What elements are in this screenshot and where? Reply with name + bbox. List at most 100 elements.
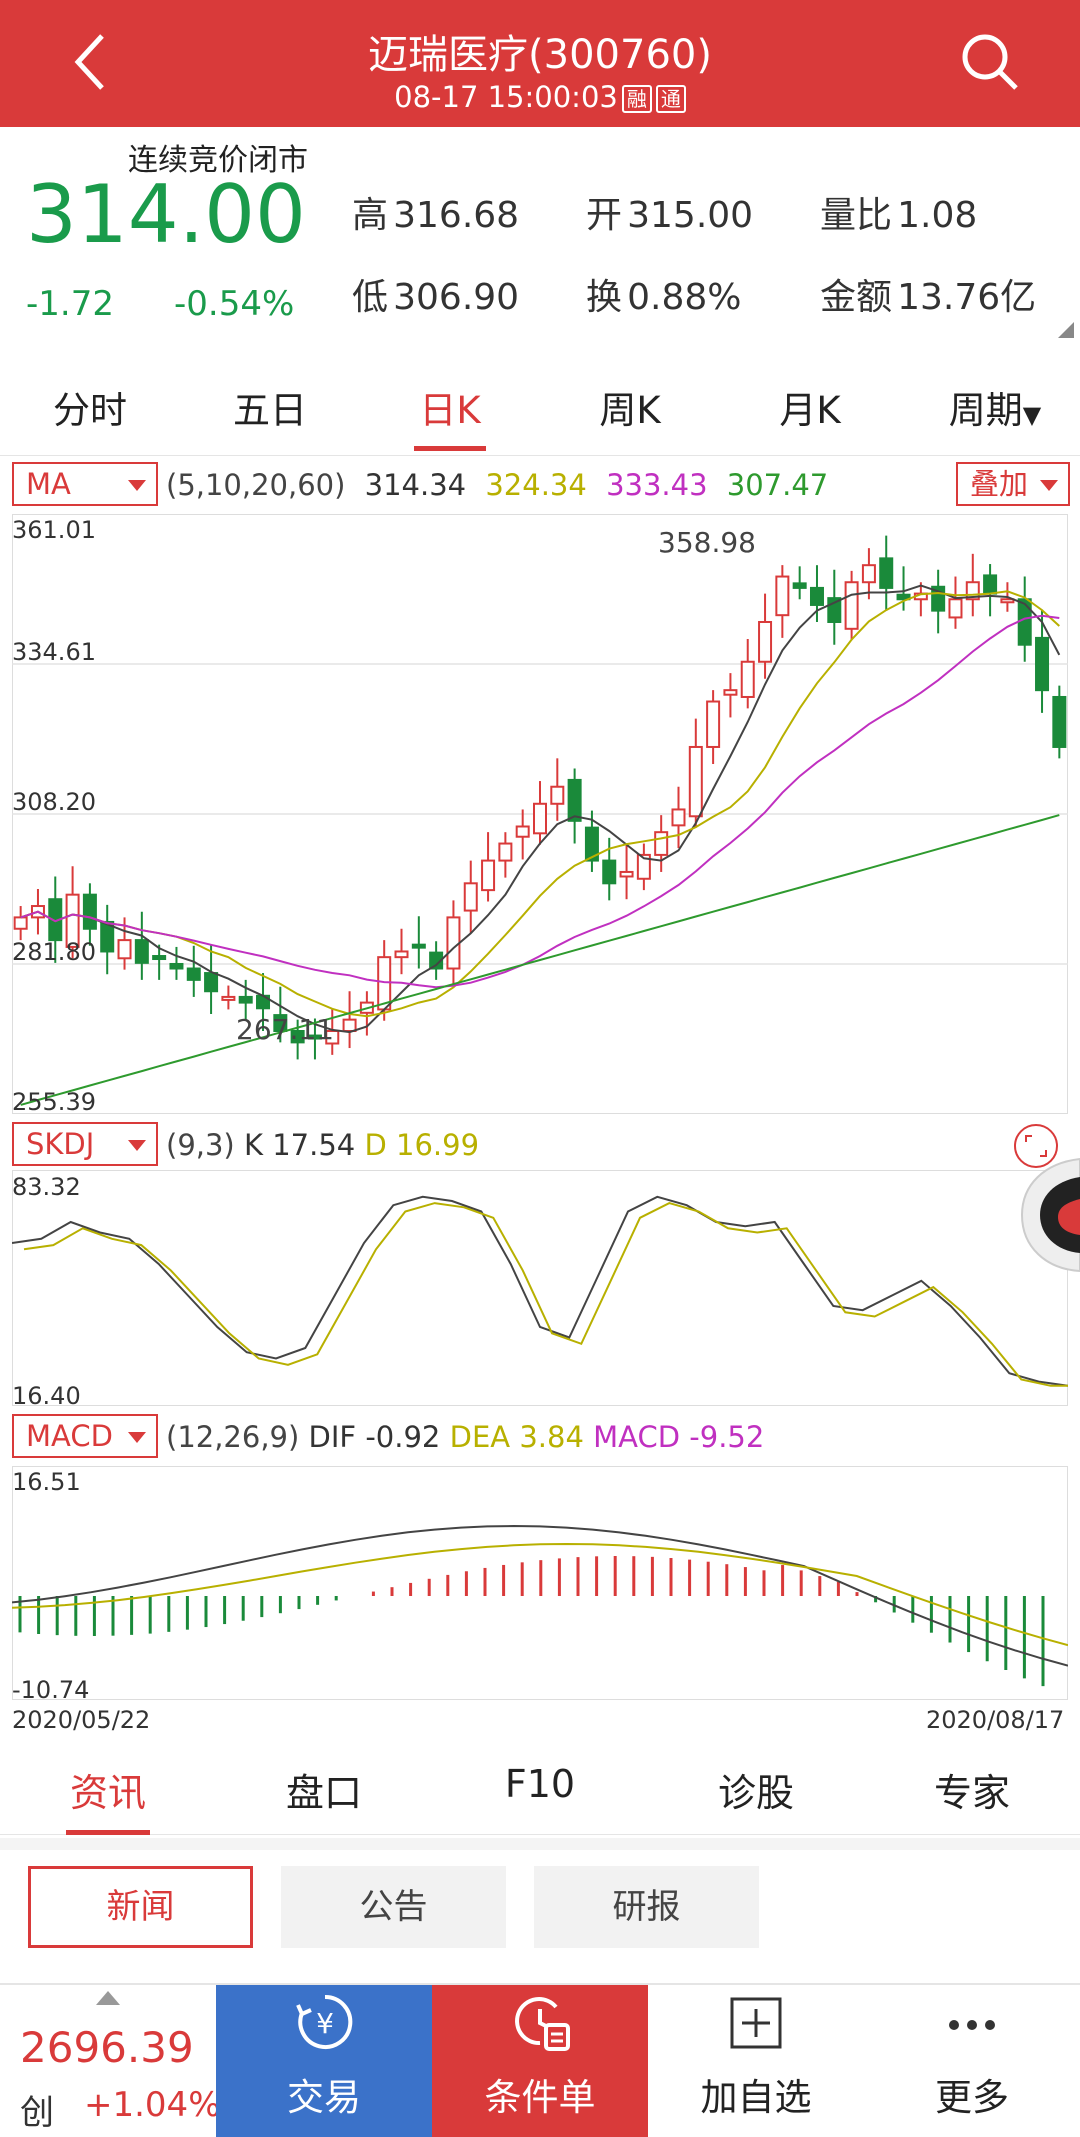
low-field: 低 306.90 <box>352 277 520 318</box>
section-gap <box>0 1838 1080 1850</box>
tab-weekly-k[interactable]: 周K <box>599 389 661 432</box>
candle-body <box>983 574 998 595</box>
candle-body <box>688 745 703 818</box>
price-change-pct: -0.54% <box>174 284 295 324</box>
candle-body <box>307 1034 322 1040</box>
tab-intraday[interactable]: 分时 <box>53 389 127 432</box>
candle-body <box>1017 598 1032 646</box>
date-start: 2020/05/22 <box>12 1706 151 1734</box>
date-end: 2020/08/17 <box>926 1706 1065 1734</box>
candle-body <box>65 893 80 948</box>
tab-diagnosis[interactable]: 诊股 <box>717 1771 794 1815</box>
candle-body <box>273 1014 288 1033</box>
axis-mid: 308.20 <box>12 788 96 816</box>
expand-corner-icon[interactable] <box>1058 322 1074 338</box>
market-status: 连续竞价闭市 <box>128 143 308 178</box>
candle-body <box>584 826 599 862</box>
ma60-line <box>20 814 1060 1106</box>
candlestick-chart[interactable] <box>12 514 1068 1114</box>
low-marker: 267.11 <box>236 1013 334 1046</box>
add-watchlist-button[interactable]: 加自选 <box>648 1985 864 2137</box>
trade-button[interactable]: ¥ 交易 <box>216 1985 432 2137</box>
candle-body <box>342 1018 357 1033</box>
axis-lower: 281.80 <box>12 938 96 966</box>
search-icon[interactable] <box>958 30 1022 94</box>
ma20-line <box>20 614 1060 989</box>
candle-body <box>809 586 824 606</box>
tab-period-menu[interactable]: 周期▼ <box>948 389 1042 432</box>
tab-orderbook[interactable]: 盘口 <box>285 1771 362 1815</box>
macd-axis-min: -10.74 <box>12 1676 90 1704</box>
active-tab-indicator <box>414 446 486 451</box>
candle-body <box>186 967 201 981</box>
dea-line <box>12 1542 1068 1647</box>
candle-body <box>221 995 236 1001</box>
connect-tag: 通 <box>655 85 686 113</box>
sub-tab-announcements[interactable]: 公告 <box>281 1866 506 1948</box>
more-button[interactable]: 更多 <box>864 1985 1080 2137</box>
high-field: 高 316.68 <box>352 195 520 236</box>
candle-body <box>740 660 755 698</box>
ma-selector[interactable]: MA <box>12 462 158 506</box>
price-change: -1.72 <box>26 284 114 324</box>
index-name: 创 <box>20 2093 54 2133</box>
stock-title: 迈瑞医疗(300760) <box>368 32 712 78</box>
fullscreen-icon[interactable] <box>1012 1122 1060 1170</box>
tab-news[interactable]: 资讯 <box>69 1771 146 1815</box>
open-field: 开 315.00 <box>586 195 754 236</box>
expand-up-icon <box>96 1991 120 2005</box>
dif-line <box>12 1524 1068 1667</box>
floating-ad-icon[interactable] <box>1014 1155 1080 1275</box>
candle-body <box>758 620 773 663</box>
candle-body <box>290 1030 305 1044</box>
conditional-order-button[interactable]: 条件单 <box>432 1985 648 2137</box>
trade-icon: ¥ <box>296 1994 353 2049</box>
candle-body <box>723 689 738 696</box>
candle-body <box>100 920 115 953</box>
candle-body <box>948 598 963 619</box>
last-price: 314.00 <box>26 168 306 261</box>
overlay-selector[interactable]: 叠加 <box>956 462 1070 506</box>
candle-body <box>515 825 530 838</box>
back-icon[interactable] <box>70 32 110 92</box>
candle-body <box>671 808 686 827</box>
tab-expert[interactable]: 专家 <box>933 1771 1010 1815</box>
candle-body <box>13 916 28 930</box>
candle-body <box>706 700 721 748</box>
more-dots-icon <box>949 2020 995 2030</box>
candle-body <box>463 882 478 912</box>
candle-body <box>775 575 790 617</box>
index-ticker[interactable]: 2696.39 创 +1.04% <box>0 1985 221 2137</box>
macd-chart[interactable] <box>12 1466 1068 1700</box>
candle-body <box>238 995 253 1004</box>
svg-text:¥: ¥ <box>316 2007 334 2040</box>
kdj-chart[interactable] <box>12 1170 1068 1406</box>
tab-f10[interactable]: F10 <box>504 1762 576 1806</box>
axis-min: 255.39 <box>12 1088 96 1116</box>
candle-body <box>394 950 409 959</box>
nav-divider <box>0 1983 1080 1985</box>
candle-body <box>204 972 219 993</box>
sub-tab-reports[interactable]: 研报 <box>534 1866 759 1948</box>
candle-body <box>134 939 149 964</box>
candle-body <box>619 870 634 878</box>
tab-daily-k[interactable]: 日K <box>419 389 481 432</box>
kdj-legend: (9,3) K 17.54 D 16.99 <box>166 1128 480 1162</box>
macd-selector[interactable]: MACD <box>12 1414 158 1458</box>
kdj-selector[interactable]: SKDJ <box>12 1122 158 1166</box>
candle-body <box>117 939 132 960</box>
candle-body <box>1052 695 1067 748</box>
candle-body <box>498 842 513 862</box>
conditional-order-icon <box>515 1997 570 2051</box>
sub-tab-news[interactable]: 新闻 <box>28 1866 253 1948</box>
candle-body <box>861 564 876 584</box>
candle-body <box>792 582 807 589</box>
update-time: 08-17 15:00:03 融通 <box>0 80 1080 114</box>
tab-five-day[interactable]: 五日 <box>233 389 307 432</box>
candle-body <box>446 916 461 970</box>
axis-upper: 334.61 <box>12 638 96 666</box>
k-line <box>12 1195 1068 1387</box>
tab-monthly-k[interactable]: 月K <box>779 389 841 432</box>
margin-tag: 融 <box>621 85 652 113</box>
candle-body <box>152 955 167 961</box>
